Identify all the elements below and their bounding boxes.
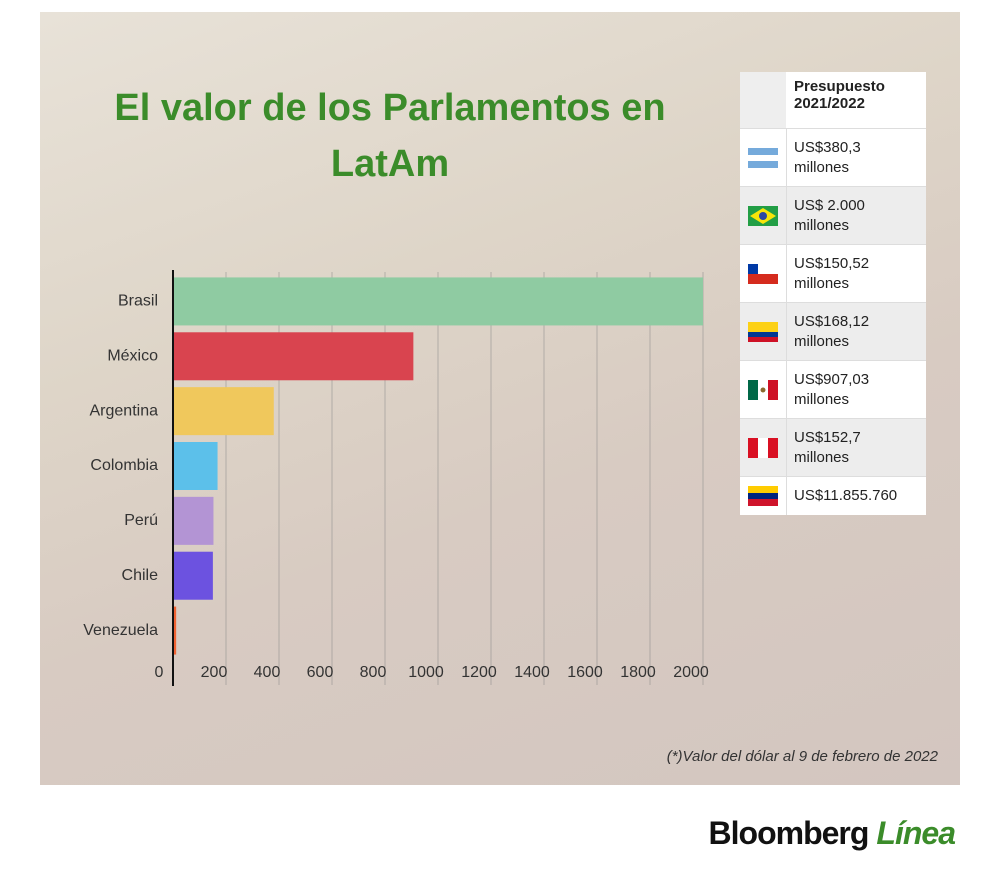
table-row: US$168,12 millones — [740, 302, 926, 360]
y-tick-label: México — [107, 348, 158, 365]
flag — [748, 263, 778, 284]
flag — [748, 379, 778, 400]
x-tick-label: 1200 — [461, 664, 497, 681]
bar — [173, 277, 703, 326]
x-tick-label: 1800 — [620, 664, 656, 681]
budget-table: Presupuesto 2021/2022 US$380,3 millones … — [740, 72, 926, 515]
bar — [173, 496, 214, 545]
cell: US$907,03 millones — [794, 370, 870, 408]
cell: US$150,52 millones — [794, 254, 870, 292]
x-tick-label: 1400 — [514, 664, 550, 681]
flag — [748, 437, 778, 458]
x-tick-label: 1600 — [567, 664, 603, 681]
table-row: US$150,52 millones — [740, 244, 926, 302]
x-tick-label: 1000 — [408, 664, 444, 681]
footnote: (*)Valor del dólar al 9 de febrero de 20… — [666, 748, 938, 765]
x-tick-label: 800 — [360, 664, 387, 681]
x-tick-label: 400 — [254, 664, 281, 681]
y-tick-label: Brasil — [118, 293, 158, 310]
bar — [173, 606, 177, 655]
x-tick-label: 2000 — [673, 664, 709, 681]
table-row: US$380,3 millones — [740, 128, 926, 186]
bar — [173, 387, 274, 436]
cell: US$152,7 millones — [794, 428, 861, 466]
y-tick-label: Perú — [124, 512, 158, 529]
y-tick-label: Venezuela — [83, 622, 158, 639]
cell: US$380,3 millones — [794, 138, 861, 176]
flag — [748, 486, 778, 506]
table-row: US$11.855.760 — [740, 476, 926, 515]
x-tick-label: 600 — [307, 664, 334, 681]
flag — [748, 147, 778, 168]
flag — [748, 321, 778, 342]
brand-name: Bloomberg — [708, 815, 870, 851]
x-tick-label: 200 — [201, 664, 228, 681]
cell: US$168,12 millones — [794, 312, 870, 350]
table-header: Presupuesto 2021/2022 — [740, 72, 926, 128]
cell: US$11.855.760 — [794, 487, 898, 504]
table-row: US$907,03 millones — [740, 360, 926, 418]
y-tick-label: Argentina — [90, 402, 159, 419]
flag — [748, 205, 778, 226]
table-row: US$152,7 millones — [740, 418, 926, 476]
header-text: Presupuesto 2021/2022 — [786, 72, 922, 128]
bar — [173, 551, 213, 600]
x-tick-label: 0 — [155, 664, 164, 681]
cell: US$ 2.000 millones — [794, 196, 865, 234]
bar — [173, 332, 414, 381]
table-row: US$ 2.000 millones — [740, 186, 926, 244]
bar — [173, 442, 218, 490]
brand-logo: Bloomberg Línea — [708, 815, 956, 852]
chart-title: El valor de los Parlamentos en LatAm — [114, 87, 666, 185]
y-tick-label: Chile — [122, 567, 159, 584]
y-tick-label: Colombia — [90, 457, 158, 474]
brand-suffix: Línea — [876, 815, 956, 851]
